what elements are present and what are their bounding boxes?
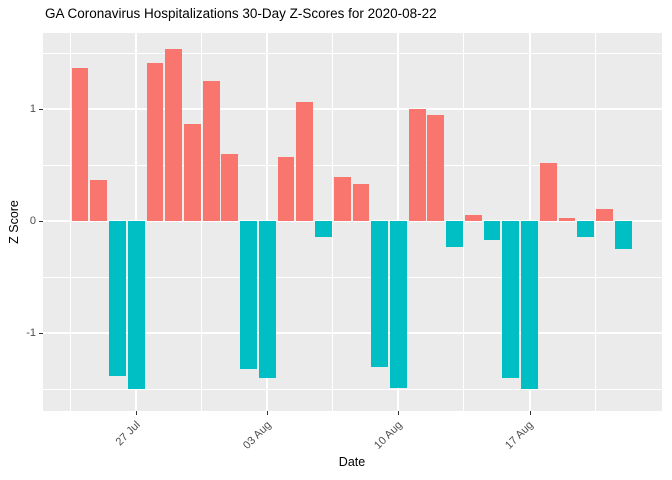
bar-negative <box>446 221 463 247</box>
bar-negative <box>127 221 145 390</box>
bar-positive <box>464 215 482 222</box>
y-tick-mark <box>39 109 43 111</box>
bar-positive <box>352 184 370 222</box>
x-tick-label: 27 Jul <box>113 419 143 449</box>
bar-positive <box>333 177 351 222</box>
minor-gridline-v <box>463 33 465 411</box>
bar-negative <box>483 221 501 241</box>
bar-negative <box>371 221 389 367</box>
bar-positive <box>71 67 89 222</box>
x-tick-label: 10 Aug <box>372 419 405 452</box>
y-tick-label: -1 <box>26 327 36 340</box>
y-tick-label: 1 <box>29 103 36 116</box>
minor-gridline-h <box>43 276 662 278</box>
minor-gridline-v <box>332 33 334 411</box>
y-tick-mark <box>39 221 43 223</box>
bar-positive <box>296 102 314 222</box>
bar-negative <box>258 221 276 378</box>
x-tick-label: 17 Aug <box>503 419 537 452</box>
y-axis-title: Z Score <box>7 200 21 244</box>
bar-negative <box>109 221 126 376</box>
y-tick-mark <box>39 333 43 335</box>
major-gridline-h <box>43 108 662 111</box>
bar-positive <box>90 179 108 222</box>
y-tick-label: 0 <box>29 215 36 228</box>
bar-positive <box>165 48 183 222</box>
bar-negative <box>240 221 257 369</box>
bar-positive <box>558 217 576 222</box>
major-gridline-h <box>43 332 662 335</box>
minor-gridline-h <box>43 164 662 166</box>
bar-positive <box>221 153 239 222</box>
major-gridline-h <box>43 220 662 223</box>
bar-negative <box>614 221 632 250</box>
x-tick-mark <box>398 411 400 415</box>
minor-gridline-h <box>43 52 662 54</box>
plot-panel <box>43 33 662 411</box>
bar-negative <box>502 221 520 378</box>
bar-positive <box>277 157 295 222</box>
bar-positive <box>183 123 201 222</box>
x-tick-mark <box>136 411 138 415</box>
bar-negative <box>390 221 407 388</box>
bar-positive <box>427 114 445 222</box>
bar-positive <box>146 63 164 222</box>
minor-gridline-h <box>43 388 662 390</box>
x-tick-mark <box>267 411 269 415</box>
minor-gridline-v <box>201 33 203 411</box>
bar-positive <box>202 81 220 222</box>
x-axis-title: Date <box>338 455 366 469</box>
chart-title: GA Coronavirus Hospitalizations 30-Day Z… <box>45 6 437 21</box>
x-tick-mark <box>529 411 531 415</box>
x-tick-label: 03 Aug <box>241 419 274 452</box>
bar-negative <box>521 221 538 390</box>
bar-positive <box>408 109 426 222</box>
bar-negative <box>577 221 595 237</box>
minor-gridline-v <box>594 33 596 411</box>
minor-gridline-v <box>70 33 72 411</box>
bar-negative <box>315 221 332 237</box>
bar-positive <box>596 208 613 222</box>
bar-positive <box>539 162 557 222</box>
